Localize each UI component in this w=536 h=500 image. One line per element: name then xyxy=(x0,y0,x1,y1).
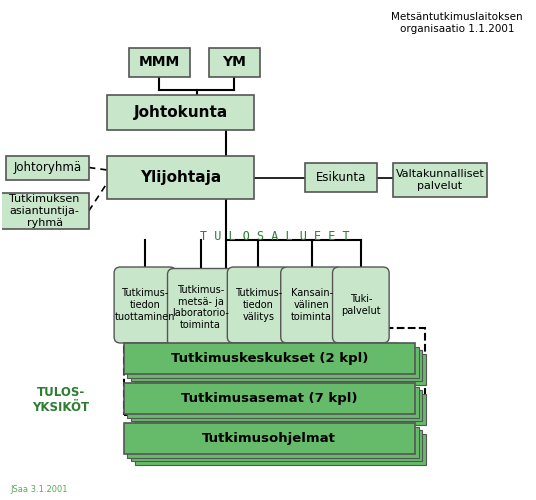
FancyBboxPatch shape xyxy=(209,48,259,77)
Circle shape xyxy=(309,342,341,372)
Text: Valtakunnalliset
palvelut: Valtakunnalliset palvelut xyxy=(396,169,484,191)
FancyBboxPatch shape xyxy=(124,383,415,414)
FancyBboxPatch shape xyxy=(124,343,415,374)
FancyBboxPatch shape xyxy=(128,346,419,378)
Circle shape xyxy=(269,342,301,372)
FancyBboxPatch shape xyxy=(124,423,415,454)
Text: YM: YM xyxy=(222,56,246,70)
FancyBboxPatch shape xyxy=(131,350,422,381)
FancyBboxPatch shape xyxy=(168,268,234,346)
Circle shape xyxy=(378,382,411,412)
Circle shape xyxy=(229,342,261,372)
Circle shape xyxy=(269,422,301,452)
FancyBboxPatch shape xyxy=(6,156,89,180)
Text: T U L O S A L U E E T: T U L O S A L U E E T xyxy=(199,230,349,242)
Circle shape xyxy=(229,422,261,452)
Circle shape xyxy=(269,382,301,412)
FancyBboxPatch shape xyxy=(107,95,254,130)
Circle shape xyxy=(378,342,411,372)
Text: Tutkimuskeskukset (2 kpl): Tutkimuskeskukset (2 kpl) xyxy=(170,352,368,365)
FancyBboxPatch shape xyxy=(332,267,389,343)
FancyBboxPatch shape xyxy=(131,430,422,461)
Text: Johtoryhmä: Johtoryhmä xyxy=(13,161,81,174)
Circle shape xyxy=(309,382,341,412)
FancyBboxPatch shape xyxy=(227,267,289,343)
Circle shape xyxy=(348,422,380,452)
Text: Tutkimusasemat (7 kpl): Tutkimusasemat (7 kpl) xyxy=(181,392,358,405)
Text: Esikunta: Esikunta xyxy=(316,171,366,184)
Text: Ylijohtaja: Ylijohtaja xyxy=(140,170,221,185)
Text: Tutkimus-
metsä- ja
laboratorio-
toiminta: Tutkimus- metsä- ja laboratorio- toimint… xyxy=(172,285,229,330)
Text: TULOS-
YKSIKÖT: TULOS- YKSIKÖT xyxy=(32,386,90,414)
FancyBboxPatch shape xyxy=(135,434,426,464)
FancyBboxPatch shape xyxy=(114,267,176,343)
Circle shape xyxy=(348,382,380,412)
Text: Johtokunta: Johtokunta xyxy=(134,105,228,120)
Text: Metsäntutkimuslaitoksen
organisaatio 1.1.2001: Metsäntutkimuslaitoksen organisaatio 1.1… xyxy=(391,12,523,34)
FancyBboxPatch shape xyxy=(128,386,419,418)
Text: Tuki-
palvelut: Tuki- palvelut xyxy=(341,294,381,316)
Text: Tutkimus-
tiedon
tuottaminen: Tutkimus- tiedon tuottaminen xyxy=(115,288,175,322)
Text: Tutkimusohjelmat: Tutkimusohjelmat xyxy=(202,432,336,445)
FancyBboxPatch shape xyxy=(131,390,422,421)
Text: MMM: MMM xyxy=(139,56,180,70)
FancyBboxPatch shape xyxy=(135,354,426,384)
Circle shape xyxy=(378,422,411,452)
FancyBboxPatch shape xyxy=(1,193,89,229)
Bar xyxy=(124,328,426,415)
Circle shape xyxy=(348,342,380,372)
FancyBboxPatch shape xyxy=(305,163,377,192)
FancyBboxPatch shape xyxy=(128,426,419,458)
FancyBboxPatch shape xyxy=(281,267,343,343)
Text: JSaa 3.1.2001: JSaa 3.1.2001 xyxy=(10,485,68,494)
FancyBboxPatch shape xyxy=(129,48,190,77)
Text: Kansain-
välinen
toiminta: Kansain- välinen toiminta xyxy=(291,288,333,322)
Text: Tutkimus-
tiedon
välitys: Tutkimus- tiedon välitys xyxy=(235,288,282,322)
Text: Tutkimuksen
asiantuntija-
ryhmä: Tutkimuksen asiantuntija- ryhmä xyxy=(10,194,80,228)
FancyBboxPatch shape xyxy=(107,156,254,198)
FancyBboxPatch shape xyxy=(393,163,487,197)
FancyBboxPatch shape xyxy=(135,394,426,424)
Circle shape xyxy=(309,422,341,452)
Circle shape xyxy=(229,382,261,412)
